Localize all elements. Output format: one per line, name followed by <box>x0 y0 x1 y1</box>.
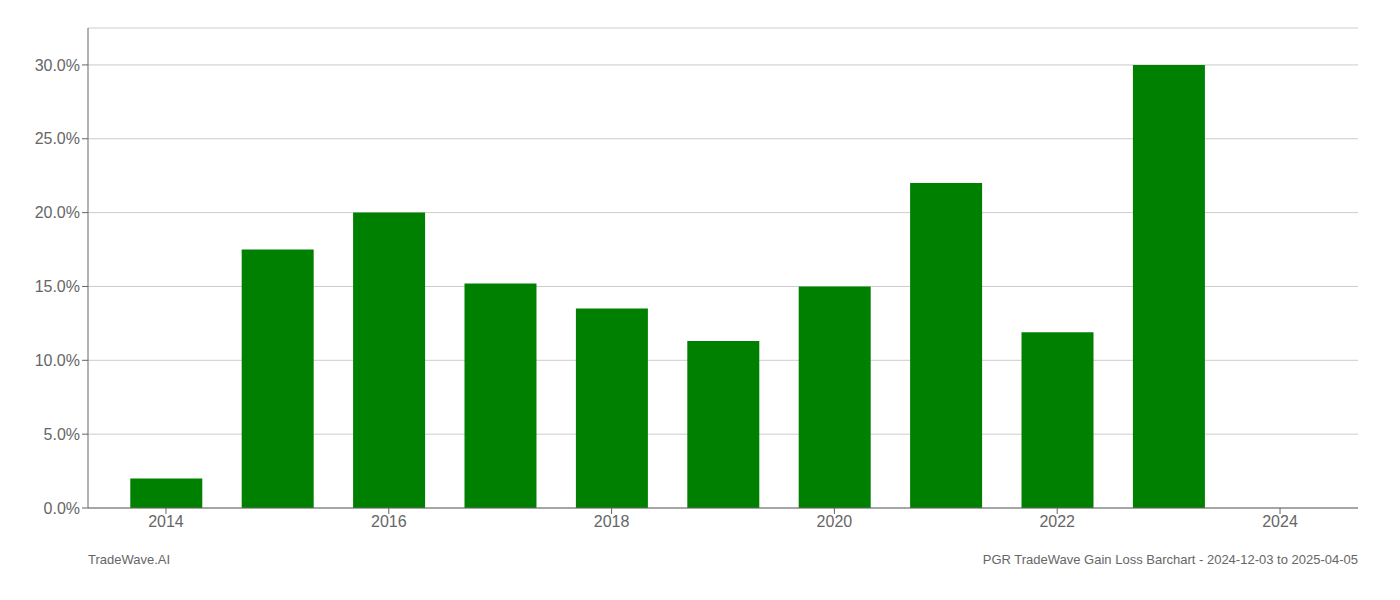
svg-text:0.0%: 0.0% <box>44 500 80 517</box>
svg-text:2020: 2020 <box>817 513 853 530</box>
svg-text:5.0%: 5.0% <box>44 426 80 443</box>
svg-text:2016: 2016 <box>371 513 407 530</box>
svg-text:2014: 2014 <box>148 513 184 530</box>
svg-text:15.0%: 15.0% <box>35 278 80 295</box>
html-text:PGR TradeWave Gain Loss Barcha: PGR TradeWave Gain Loss Barchart - 2024-… <box>982 552 1358 567</box>
svg-text:30.0%: 30.0% <box>35 57 80 74</box>
html-text:TradeWave.AI: TradeWave.AI <box>88 552 171 567</box>
svg-text:2018: 2018 <box>594 513 630 530</box>
svg-text:10.0%: 10.0% <box>35 352 80 369</box>
svg-text:25.0%: 25.0% <box>35 130 80 147</box>
svg-text:2022: 2022 <box>1039 513 1075 530</box>
svg-text:20.0%: 20.0% <box>35 204 80 221</box>
svg-text:2024: 2024 <box>1262 513 1298 530</box>
